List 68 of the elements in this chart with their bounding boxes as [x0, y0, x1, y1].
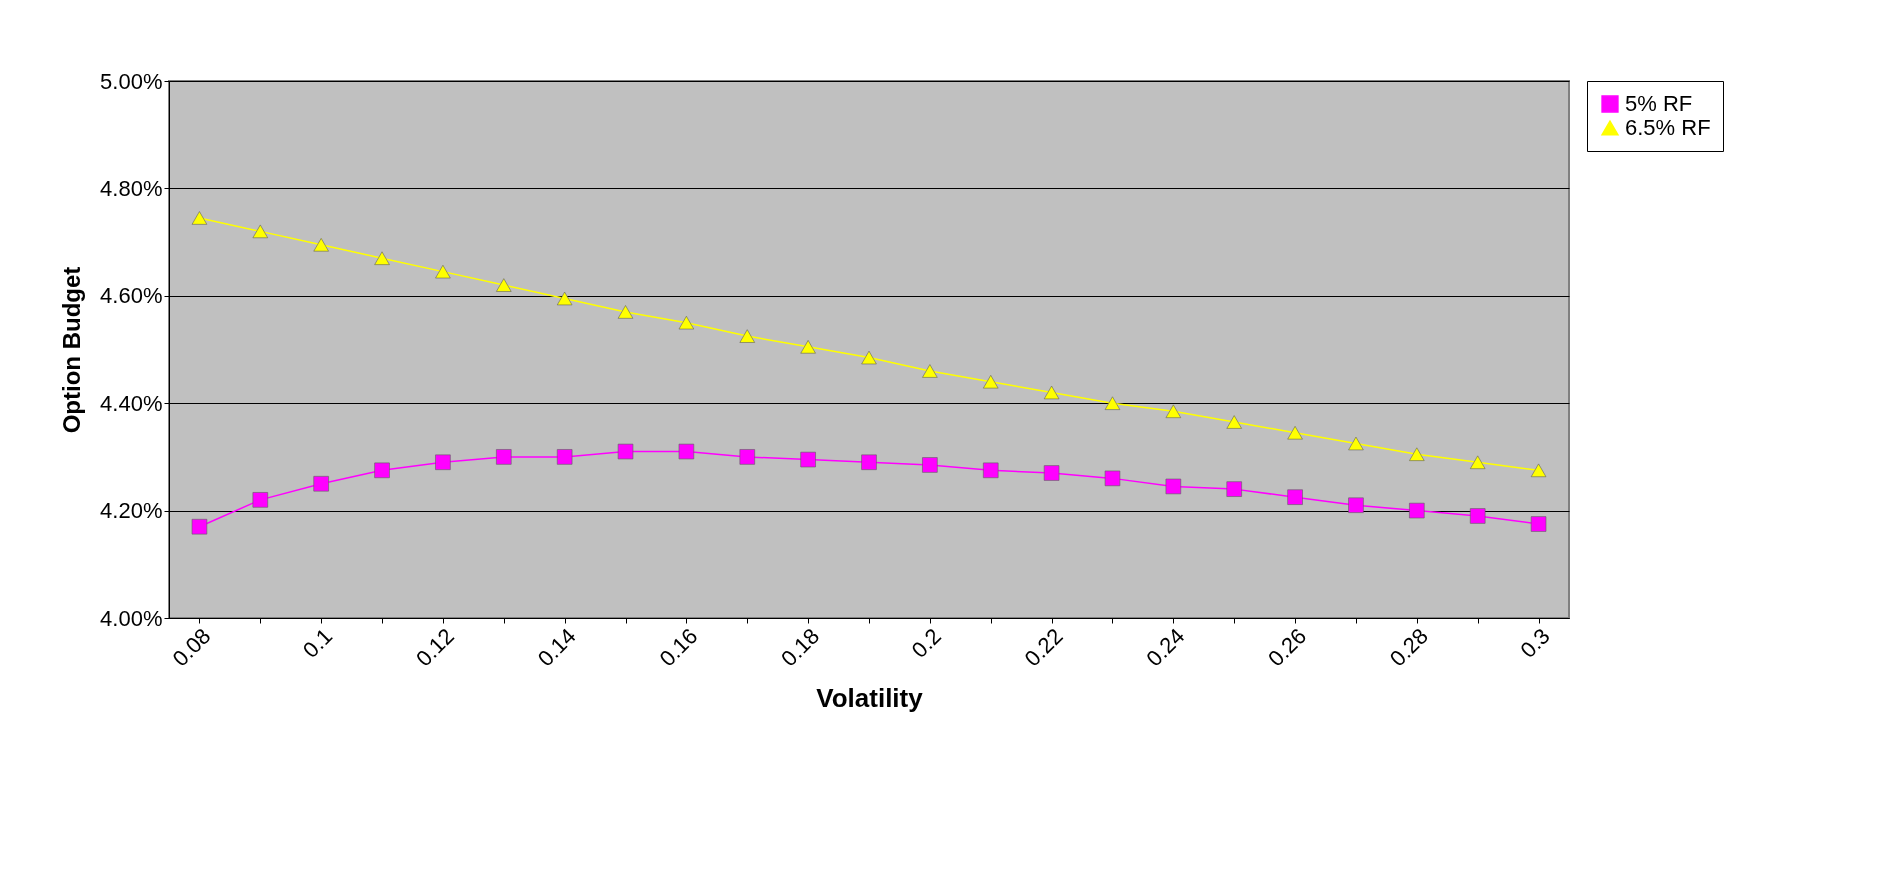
point [1409, 447, 1425, 461]
point [739, 449, 755, 465]
x-tick-label: 0.14 [532, 623, 581, 672]
point [617, 305, 634, 319]
x-tick-label: 0.22 [1019, 623, 1068, 672]
point [1409, 502, 1425, 519]
point [435, 454, 451, 470]
point [1104, 470, 1121, 487]
point [1043, 465, 1060, 481]
point [252, 492, 269, 508]
point [800, 451, 816, 468]
x-axis-title: Volatility [816, 682, 924, 713]
point [313, 476, 329, 492]
point [983, 375, 999, 389]
point [374, 462, 390, 479]
point [313, 238, 329, 252]
x-tick-label: 0.12 [411, 623, 459, 672]
point [1043, 385, 1060, 400]
point [435, 264, 451, 279]
y-tick-label: 5.00% [100, 68, 163, 94]
x-tick-label: 0.18 [776, 623, 825, 672]
x-tick-label: 0.24 [1141, 623, 1190, 672]
x-tick-label: 0.3 [1515, 623, 1555, 663]
point [1530, 463, 1547, 478]
point [1348, 436, 1364, 451]
point [496, 278, 512, 292]
x-tick-label: 0.2 [906, 623, 946, 663]
point [922, 457, 938, 473]
y-tick-label: 4.00% [100, 605, 163, 631]
point [1348, 497, 1364, 513]
point [1226, 481, 1242, 497]
point [983, 462, 999, 479]
point [922, 364, 938, 378]
point [556, 449, 573, 465]
point [739, 329, 755, 343]
point [1226, 415, 1242, 429]
point [800, 340, 816, 354]
point [678, 443, 695, 460]
y-tick-label: 4.80% [100, 175, 163, 201]
x-tick-label: 0.26 [1263, 623, 1312, 672]
point [252, 224, 269, 239]
point [861, 350, 877, 365]
legend-label: 6.5% RF [1625, 115, 1711, 140]
y-tick-label: 4.40% [100, 390, 163, 416]
y-axis-title: Option Budget [58, 266, 86, 434]
point [861, 454, 877, 470]
point [1165, 478, 1182, 495]
point [1287, 489, 1303, 505]
point [1530, 516, 1547, 532]
point [496, 449, 512, 465]
point [1165, 404, 1182, 418]
y-tick-label: 4.20% [100, 498, 163, 524]
point [191, 518, 208, 535]
point [191, 211, 208, 225]
point [1104, 396, 1121, 410]
point [556, 291, 573, 306]
x-tick-label: 0.1 [297, 623, 338, 663]
point [1287, 426, 1303, 440]
x-tick-label: 0.28 [1384, 623, 1433, 672]
legend-label: 5% RF [1625, 91, 1693, 116]
x-tick-label: 0.08 [167, 623, 216, 672]
point [374, 251, 390, 265]
y-tick-label: 4.60% [100, 283, 163, 309]
point [1469, 508, 1486, 524]
x-tick-label: 0.16 [654, 623, 703, 672]
point [678, 315, 695, 330]
point [617, 443, 634, 460]
point [1469, 455, 1486, 469]
